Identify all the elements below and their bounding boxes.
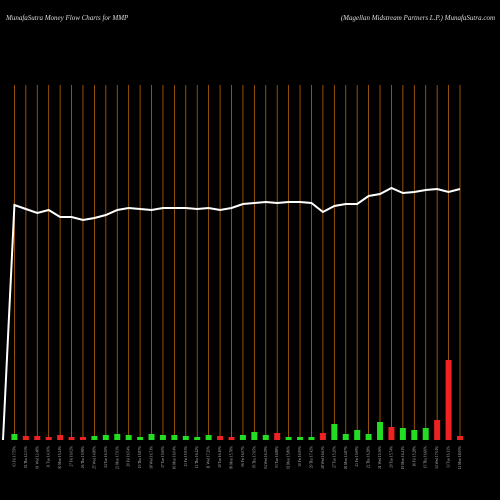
bar (251, 432, 258, 440)
bar (274, 433, 281, 440)
x-tick-label: 22 Thu 16.28% (367, 446, 371, 468)
x-tick-label: 03 Fri 17.59% (12, 446, 16, 467)
x-tick-label: 20 Fri 16.54% (127, 446, 131, 467)
x-tick-label: 01 Wed 12.48% (35, 446, 39, 469)
bar (411, 430, 418, 440)
x-tick-label: 06 Fri 16.07% (241, 446, 245, 467)
x-tick-label: 20 Tue 15.74% (389, 446, 393, 468)
x-tick-label: 09 Mon 15.78% (230, 446, 234, 469)
x-tick-label: 02 Mon 15.86% (287, 446, 291, 469)
x-tick-label: 23 Fri 15.69% (355, 446, 359, 467)
x-tick-label: 27 Tue 15.20% (332, 446, 336, 468)
x-tick-label: 21 Wed 15.36% (378, 446, 382, 469)
x-tick-label: 23 Mon 17.03% (115, 446, 119, 469)
x-tick-label: 13 Tue 16.13% (447, 446, 451, 468)
bar (148, 434, 155, 440)
bar (434, 420, 441, 440)
bar (79, 437, 86, 440)
bar (137, 437, 144, 440)
bar (297, 437, 304, 440)
x-tick-label: 30 Mon 15.41% (58, 446, 62, 469)
bar (11, 434, 18, 440)
bar (331, 424, 338, 440)
bar (319, 433, 326, 440)
x-tick-label: 28 Wed 16.63% (321, 446, 325, 469)
bar (57, 435, 64, 440)
x-tick-label: 12 Thu 16.42% (195, 446, 199, 468)
money-flow-line (2, 186, 461, 441)
bar (114, 434, 121, 440)
x-tick-label: 29 Thu 17.42% (309, 446, 313, 468)
bar (45, 437, 52, 440)
bar (308, 437, 315, 440)
bar (422, 428, 429, 440)
x-tick-label: 30 Fri 16.95% (298, 446, 302, 467)
x-tick-label: 11 Wed 17.20% (207, 446, 211, 469)
x-tick-label: 05 Thu 17.65% (252, 446, 256, 468)
x-tick-label: 19 Mon 16.41% (401, 446, 405, 469)
x-tick-label: 24 Tue 16.30% (104, 446, 108, 468)
x-tick-label: 14 Wed 17.04% (435, 446, 439, 469)
x-tick-label: 03 Tue 16.88% (275, 446, 279, 468)
x-tick-label: 13 Fri 15.93% (184, 446, 188, 467)
bar (354, 430, 361, 440)
bar (182, 436, 189, 440)
bar (205, 435, 212, 440)
x-tick-label: 12 Mon 18.00% (458, 446, 462, 469)
bar (365, 434, 372, 440)
chart-title: MunafaSutra Money Flow Charts for MMP (5, 14, 129, 22)
x-tick-label: 16 Fri 15.28% (412, 446, 416, 467)
bar (102, 435, 109, 440)
bar (171, 435, 178, 440)
x-tick-label: 31 Tue 14.30% (47, 446, 51, 468)
bar (457, 436, 463, 440)
bar (91, 436, 98, 440)
bar (445, 360, 452, 440)
bar (217, 436, 224, 440)
x-tick-label: 15 Thu 16.66% (424, 446, 428, 468)
bar (22, 436, 29, 440)
bar (159, 435, 166, 440)
x-tick-label: 16 Mon 16.04% (172, 446, 176, 469)
x-tick-label: 18 Wed 16.71% (150, 446, 154, 469)
bar (262, 435, 269, 440)
x-tick-label: 26 Mon 14.87% (344, 446, 348, 469)
x-tick-label: 27 Fri 16.02% (70, 446, 74, 467)
bar (285, 437, 292, 440)
x-tick-label: 19 Thu 15.87% (138, 446, 142, 468)
x-tick-label: 02 Thu 12.33% (24, 446, 28, 468)
bar (68, 437, 75, 440)
bar (194, 437, 201, 440)
bar (388, 427, 395, 440)
x-tick-label: 10 Tue 16.10% (218, 446, 222, 468)
bar (34, 436, 41, 440)
bar (239, 435, 246, 440)
x-tick-label: 26 Thu 15.98% (81, 446, 85, 468)
bar (342, 434, 349, 440)
chart-subtitle: (Magellan Midstream Partners L.P.) Munaf… (341, 14, 495, 22)
x-tick-label: 17 Tue 15.60% (161, 446, 165, 468)
x-tick-label: 25 Wed 14.80% (92, 446, 96, 469)
x-tick-label: 04 Wed 16.39% (264, 446, 268, 469)
bar (125, 435, 132, 440)
bar (377, 422, 384, 440)
bar (399, 428, 406, 440)
bar (228, 437, 235, 440)
